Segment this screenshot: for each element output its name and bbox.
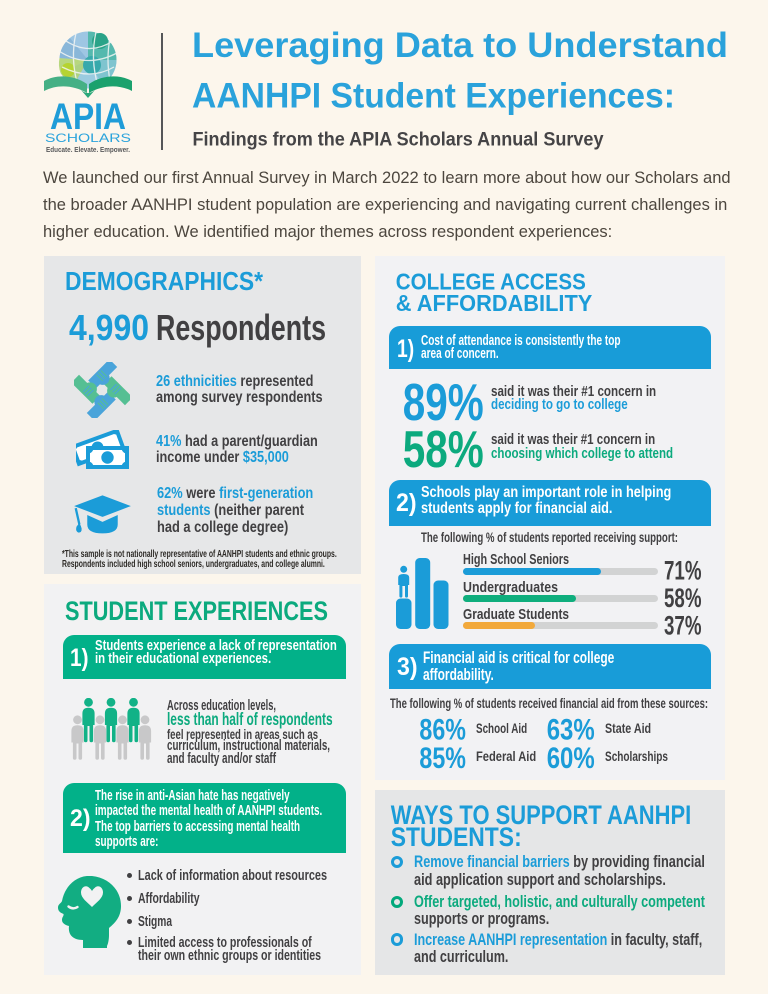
svg-text:85%: 85% [419,742,466,775]
svg-text:71%: 71% [664,556,702,586]
svg-text:WAYS TO SUPPORT AANHPI: WAYS TO SUPPORT AANHPI [391,800,692,830]
svg-text:COLLEGE ACCESS: COLLEGE ACCESS [396,269,586,295]
svg-text:Educate. Elevate. Empower.: Educate. Elevate. Empower. [46,145,130,154]
svg-text:60%: 60% [547,742,595,775]
svg-text:Findings from the APIA Scholar: Findings from the APIA Scholars Annual S… [193,130,604,151]
svg-text:STUDENTS:: STUDENTS: [391,822,522,850]
svg-text:& AFFORDABILITY: & AFFORDABILITY [396,290,593,316]
svg-text:SCHOLARS: SCHOLARS [45,131,131,145]
svg-text:86%: 86% [419,714,466,747]
svg-text:STUDENT EXPERIENCES: STUDENT EXPERIENCES [65,596,328,626]
svg-text:89%: 89% [403,374,484,432]
svg-text:APIA: APIA [50,96,126,137]
svg-text:DEMOGRAPHICS*: DEMOGRAPHICS* [65,266,264,296]
svg-text:Respondents: Respondents [156,307,326,348]
svg-text:Leveraging Data to Understand: Leveraging Data to Understand [192,25,728,65]
svg-text:58%: 58% [403,421,484,479]
svg-text:63%: 63% [547,714,595,747]
svg-text:37%: 37% [664,611,702,641]
svg-text:4,990: 4,990 [69,307,149,348]
svg-text:58%: 58% [664,583,702,613]
svg-text:AANHPI Student Experiences:: AANHPI Student Experiences: [192,76,675,116]
